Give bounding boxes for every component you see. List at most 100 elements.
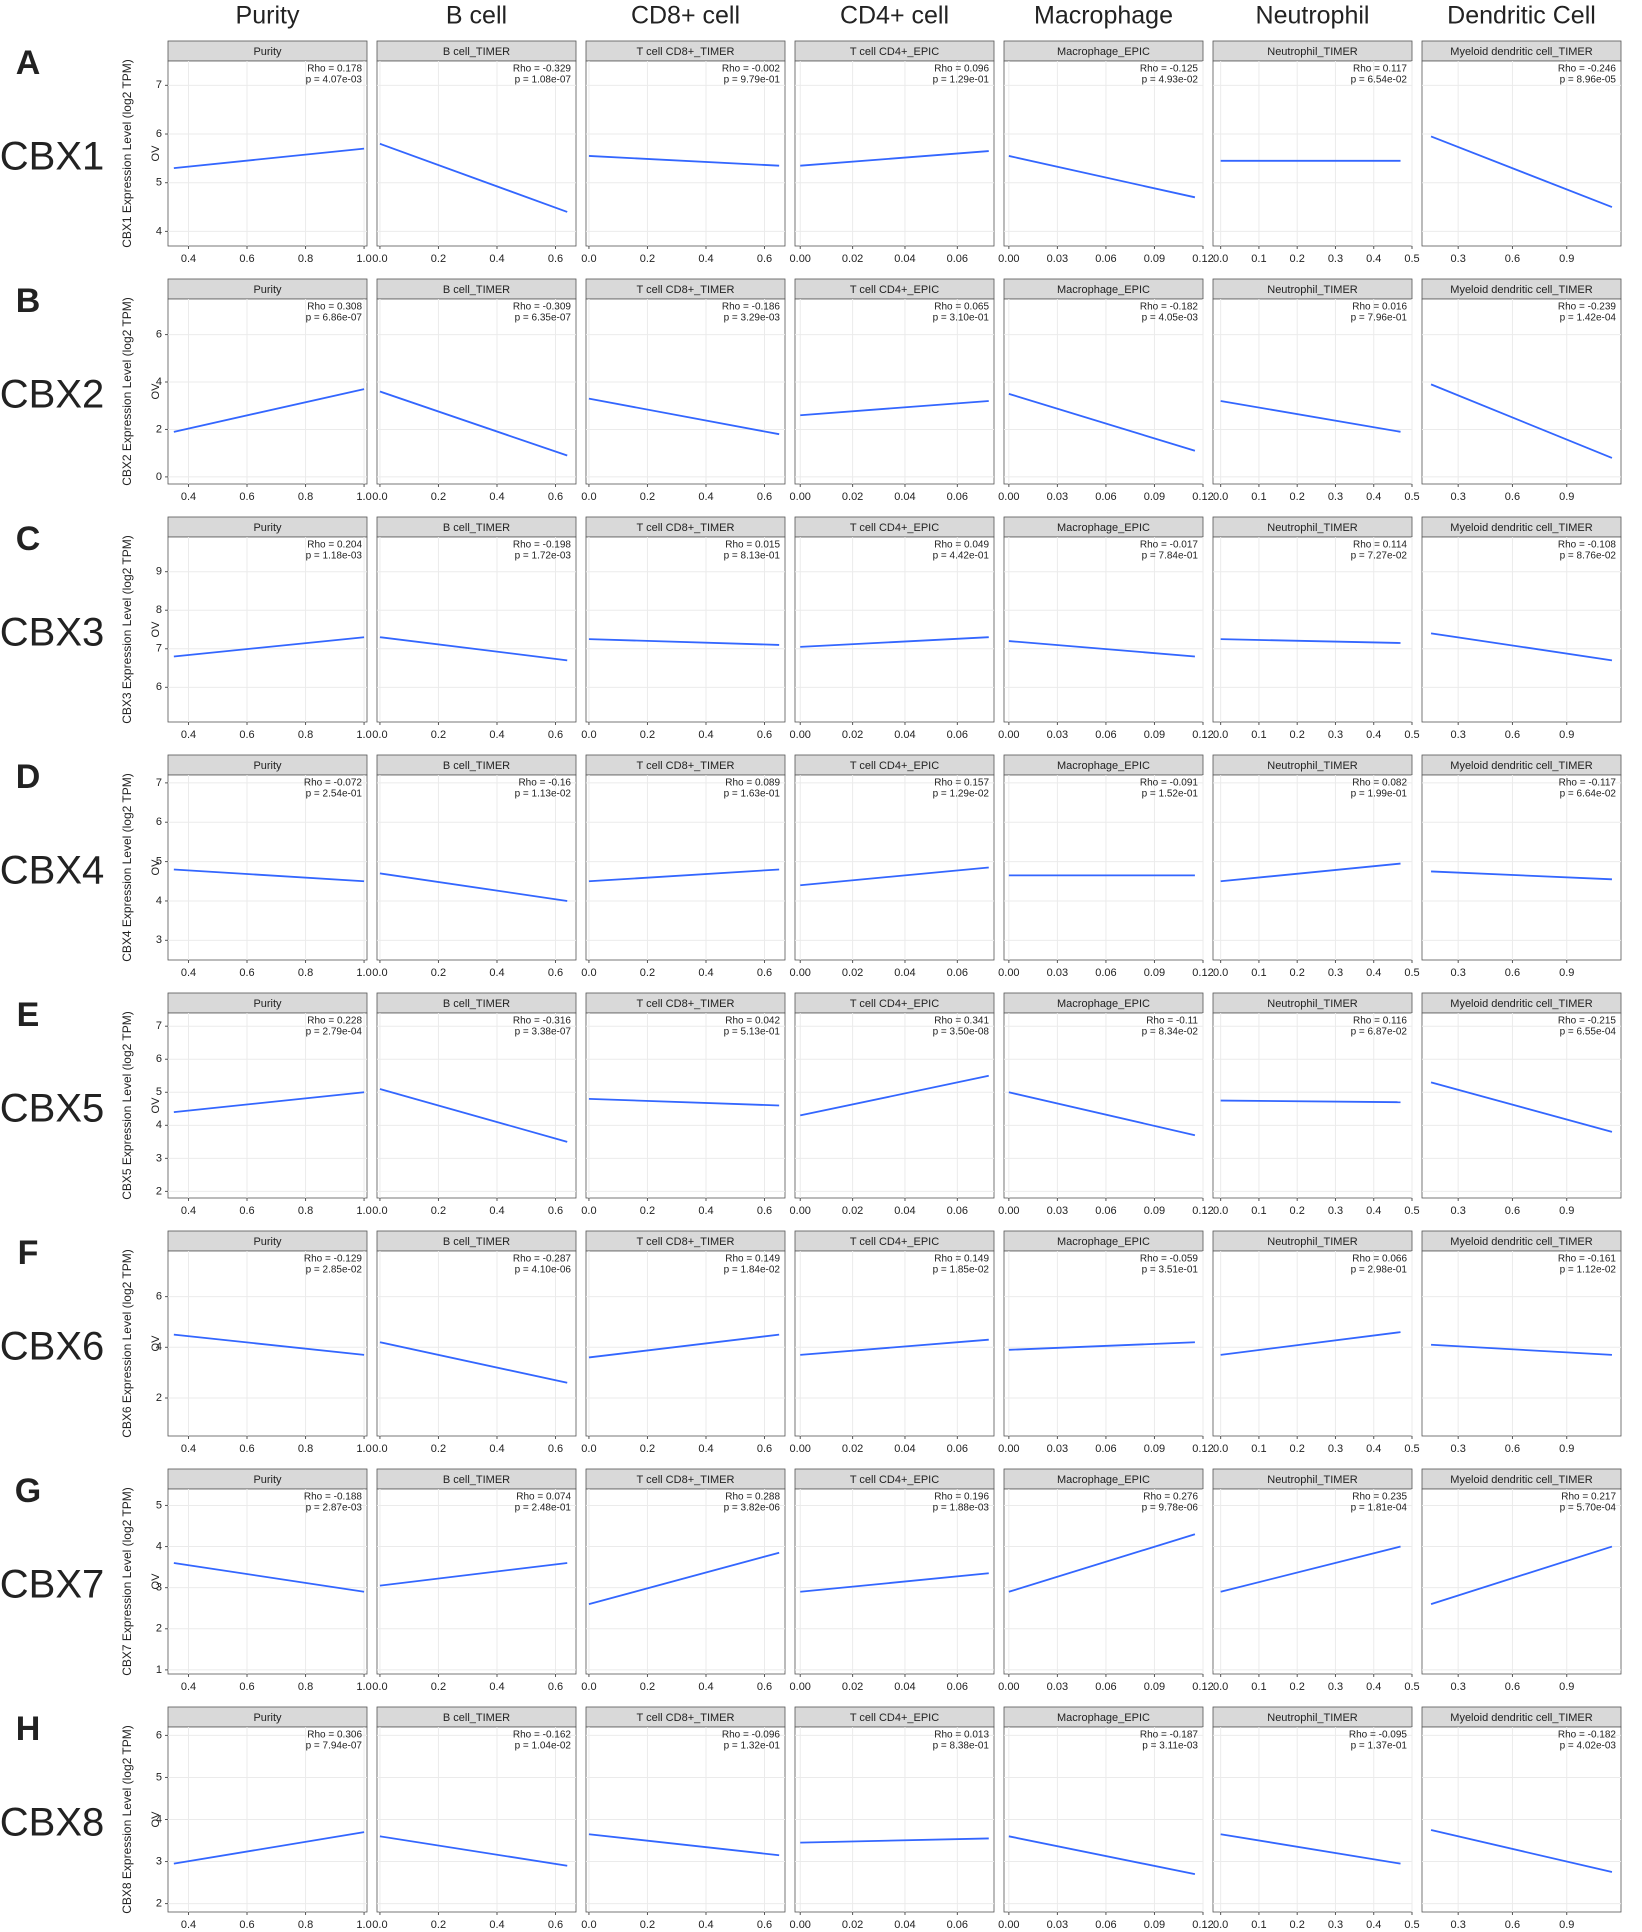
fit-line [1008,1533,1196,1593]
x-tick-label: 0.02 [842,729,863,741]
strip-label: T cell CD4+_EPIC [850,1712,939,1724]
fit-line [1008,640,1195,658]
x-tick-label: 0.4 [489,1443,504,1455]
y-tick-label: 4 [156,1341,162,1353]
gene-name: CBX7 [0,1563,104,1607]
x-tick-label: 0.04 [894,253,915,265]
x-tick-label: 0.4 [698,1919,713,1931]
rho-label: Rho = 0.049 [934,540,989,551]
strip-label: T cell CD4+_EPIC [850,998,939,1010]
x-tick-label: 0.5 [1404,1919,1419,1931]
panel [376,1012,577,1199]
fit-line [173,147,365,170]
strip-label: T cell CD8+_TIMER [637,522,735,534]
x-tick-label: 0.4 [489,729,504,741]
strip-label: Neutrophil_TIMER [1267,1712,1358,1724]
fit-line [588,397,780,436]
strip-label: B cell_TIMER [443,1236,510,1248]
x-tick-label: 0.09 [1144,967,1165,979]
p-label: p = 1.37e-01 [1351,1741,1408,1752]
fit-line [1008,1091,1196,1137]
strip-sublabel: OV [150,145,162,162]
rho-label: Rho = -0.186 [722,302,781,313]
x-tick-label: 0.9 [1559,1919,1574,1931]
x-tick-label: 0.00 [998,491,1019,503]
x-tick-label: 0.06 [1095,729,1116,741]
p-label: p = 1.84e-02 [724,1265,781,1276]
x-tick-label: 1.0 [356,967,371,979]
x-tick-label: 0.2 [431,1681,446,1693]
y-tick-label: 7 [156,777,162,789]
strip-label: Purity [253,1712,282,1724]
fit-line [588,1097,780,1107]
x-tick-label: 0.2 [640,1205,655,1217]
x-tick-label: 0.9 [1559,1681,1574,1693]
x-tick-label: 0.0 [581,1919,596,1931]
x-tick-label: 0.06 [1095,1205,1116,1217]
rho-label: Rho = -0.002 [722,64,781,75]
x-tick-label: 0.3 [1328,1205,1343,1217]
panel [1003,298,1204,485]
gene-name: CBX3 [0,611,104,655]
rho-label: Rho = 0.235 [1352,1492,1407,1503]
x-tick-label: 0.2 [431,729,446,741]
strip-sublabel: OV [150,383,162,400]
x-tick-label: 0.9 [1559,967,1574,979]
x-tick-label: 0.6 [1505,729,1520,741]
rho-label: Rho = 0.116 [1353,1016,1407,1027]
y-tick-label: 5 [156,1499,162,1511]
strip-label: Purity [253,1474,282,1486]
x-tick-label: 0.2 [640,491,655,503]
row-letter: B [16,282,41,320]
fit-line [1430,1081,1613,1133]
rho-label: Rho = 0.089 [725,778,780,789]
rho-label: Rho = 0.196 [934,1492,989,1503]
x-tick-label: 0.6 [548,1919,563,1931]
y-tick-label: 4 [156,376,162,388]
x-tick-label: 0.4 [1366,253,1381,265]
x-tick-label: 0.2 [640,967,655,979]
rho-label: Rho = 0.217 [1561,1492,1616,1503]
x-tick-label: 0.12 [1192,729,1213,741]
fit-line [1430,135,1613,208]
rho-label: Rho = -0.117 [1559,778,1617,789]
x-tick-label: 0.4 [698,967,713,979]
x-tick-label: 0.4 [181,967,196,979]
x-tick-label: 0.2 [431,967,446,979]
x-tick-label: 0.6 [239,1681,254,1693]
x-tick-label: 0.4 [181,253,196,265]
x-tick-label: 0.06 [947,967,968,979]
x-tick-label: 0.00 [790,967,811,979]
strip-label: Neutrophil_TIMER [1267,284,1358,296]
strip-label: B cell_TIMER [443,998,510,1010]
gene-name: CBX4 [0,849,104,893]
column-title: Purity [236,2,300,30]
x-tick-label: 0.09 [1144,729,1165,741]
fit-line [379,1562,568,1587]
x-tick-label: 0.2 [640,1443,655,1455]
p-label: p = 6.54e-02 [1351,75,1408,86]
panel [1003,536,1204,723]
panel [167,60,368,247]
y-axis-label: CBX6 Expression Level (log2 TPM) [120,1249,134,1438]
panel [794,1250,995,1437]
panel [585,1012,786,1199]
x-tick-label: 0.4 [1366,1205,1381,1217]
rho-label: Rho = 0.074 [516,1492,571,1503]
rho-label: Rho = -0.198 [513,540,572,551]
rho-label: Rho = -0.059 [1140,1254,1199,1265]
x-tick-label: 0.04 [894,729,915,741]
rho-label: Rho = -0.11 [1146,1016,1198,1027]
strip-label: T cell CD8+_TIMER [637,1236,735,1248]
x-tick-label: 0.6 [1505,967,1520,979]
strip-label: Purity [253,760,282,772]
p-label: p = 4.05e-03 [1142,313,1199,324]
fit-line [588,155,780,167]
x-tick-label: 0.6 [1505,253,1520,265]
strip-label: Neutrophil_TIMER [1267,1236,1358,1248]
x-tick-label: 0.03 [1047,1919,1068,1931]
panel [167,536,368,723]
rho-label: Rho = 0.276 [1143,1492,1198,1503]
panel [794,298,995,485]
